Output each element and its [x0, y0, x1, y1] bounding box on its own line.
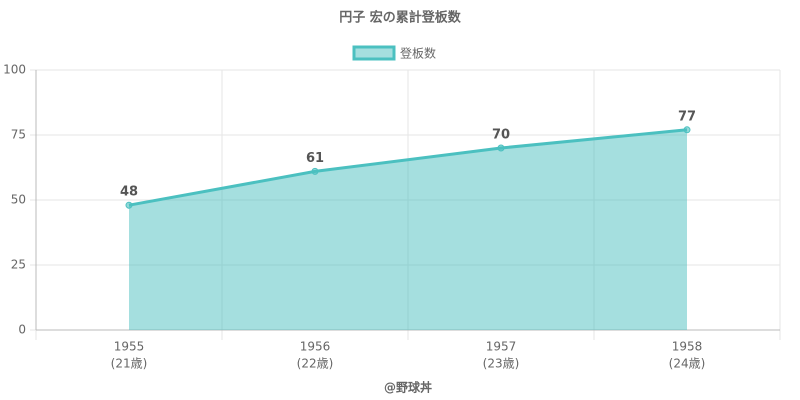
x-tick-sublabel: (21歳) — [111, 357, 148, 371]
point — [311, 167, 319, 175]
y-tick-label: 100 — [3, 63, 26, 77]
y-tick-label: 0 — [18, 323, 26, 337]
y-tick-label: 75 — [11, 128, 26, 142]
x-tick-label: 1958 — [672, 340, 703, 354]
legend-label: 登板数 — [400, 46, 436, 61]
x-tick-label: 1955 — [114, 340, 145, 354]
value-label: 48 — [120, 185, 138, 200]
value-label: 77 — [678, 109, 696, 124]
x-tick-sublabel: (24歳) — [669, 357, 706, 371]
x-axis-title: @野球丼 — [384, 380, 432, 395]
x-tick-label: 1956 — [300, 340, 331, 354]
x-tick-label: 1957 — [486, 340, 517, 354]
value-label: 70 — [492, 128, 510, 143]
x-tick-sublabel: (22歳) — [297, 357, 334, 371]
line — [128, 128, 688, 207]
legend-swatch — [352, 45, 396, 61]
y-tick-label: 25 — [11, 258, 26, 272]
point — [125, 201, 133, 209]
x-tick-sublabel: (23歳) — [483, 357, 520, 371]
point — [497, 144, 505, 152]
y-tick-label: 50 — [11, 193, 26, 207]
point — [683, 126, 691, 134]
value-label: 61 — [306, 151, 324, 166]
chart-title: 円子 宏の累計登板数 — [339, 10, 462, 26]
